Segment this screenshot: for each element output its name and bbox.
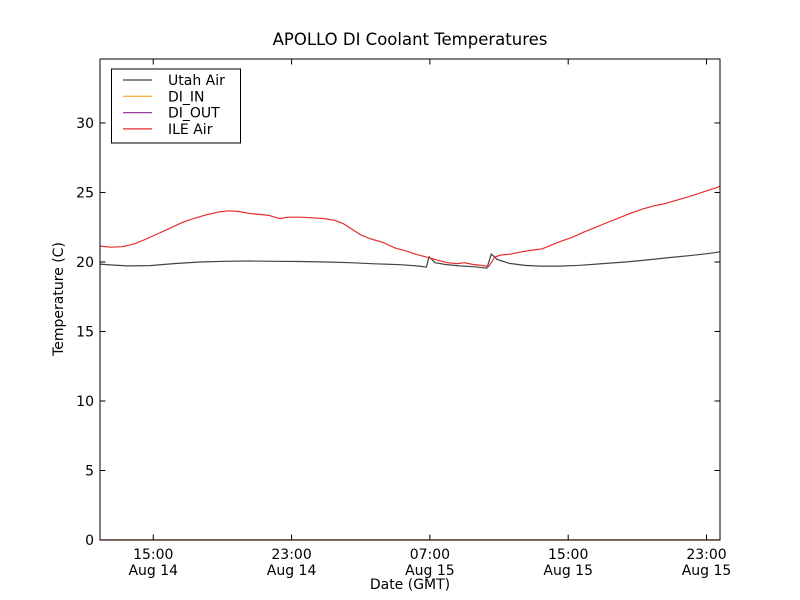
- legend-label-di-out: DI_OUT: [168, 106, 220, 122]
- y-axis-label: Temperature (C): [51, 242, 67, 357]
- x-tick-label-date: Aug 15: [405, 563, 455, 579]
- series-line-ile-air: [99, 185, 721, 268]
- legend-label-utah-air: Utah Air: [168, 73, 225, 89]
- x-tick-label-date: Aug 14: [128, 563, 178, 579]
- series-line-utah-air: [99, 251, 721, 269]
- x-tick-label-time: 23:00: [271, 547, 311, 563]
- x-tick-label-date: Aug 15: [543, 563, 593, 579]
- x-tick-label-time: 15:00: [133, 547, 173, 563]
- x-tick-label-time: 15:00: [548, 547, 588, 563]
- legend-label-di-in: DI_IN: [168, 89, 205, 105]
- legend-box: [111, 68, 241, 144]
- y-tick-label: 15: [76, 324, 94, 340]
- y-tick-label: 5: [85, 463, 94, 479]
- legend: Utah Air DI_IN DI_OUT ILE Air: [111, 68, 241, 144]
- axis-ticks: [100, 59, 720, 541]
- y-tick-label: 30: [76, 116, 94, 132]
- y-tick-label: 25: [76, 185, 94, 201]
- x-tick-label-date: Aug 14: [267, 563, 317, 579]
- plot-frame: [99, 58, 721, 541]
- x-tick-label-time: 23:00: [686, 547, 726, 563]
- chart-title: APOLLO DI Coolant Temperatures: [273, 30, 548, 49]
- x-tick-label-time: 07:00: [410, 547, 450, 563]
- legend-label-ile-air: ILE Air: [168, 122, 213, 138]
- y-tick-label: 0: [85, 533, 94, 549]
- y-tick-label: 20: [76, 255, 94, 271]
- y-tick-label: 10: [76, 394, 94, 410]
- x-axis-label: Date (GMT): [370, 577, 450, 593]
- x-tick-label-date: Aug 15: [682, 563, 732, 579]
